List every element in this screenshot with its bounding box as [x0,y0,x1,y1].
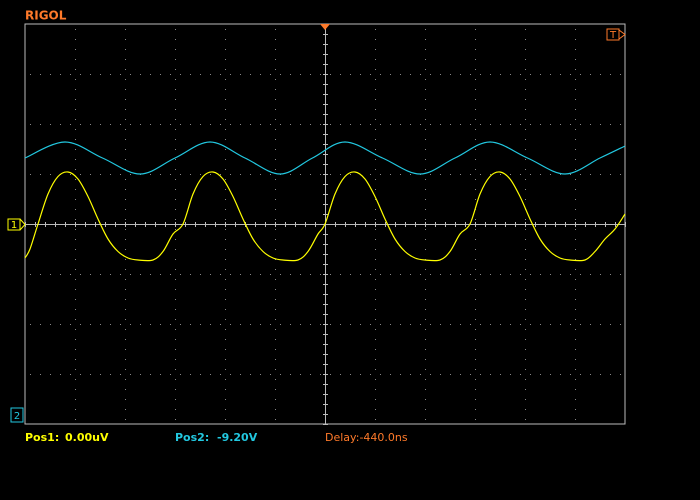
delay: Delay:-440.0ns [325,431,408,444]
brand: RIGOL [25,9,67,23]
pos1-label: Pos1: [25,431,59,444]
trace [24,141,626,175]
trace [24,171,626,262]
trigger-level-arrow [618,29,626,40]
channel1-arrow [19,218,26,231]
trigger-position-marker [320,24,330,30]
trigger-marker-label: T [609,30,617,41]
pos2-label: Pos2: [175,431,209,444]
traces [24,141,626,262]
channel2-marker-label: 2 [14,411,20,422]
channel1-box [7,218,21,231]
pos2-value: -9.20V [217,431,258,444]
channel1-marker-label: 1 [11,220,17,231]
trigger-level-box [606,28,620,41]
pos1-value: 0.00uV [65,431,109,444]
channel2-box [10,407,24,423]
